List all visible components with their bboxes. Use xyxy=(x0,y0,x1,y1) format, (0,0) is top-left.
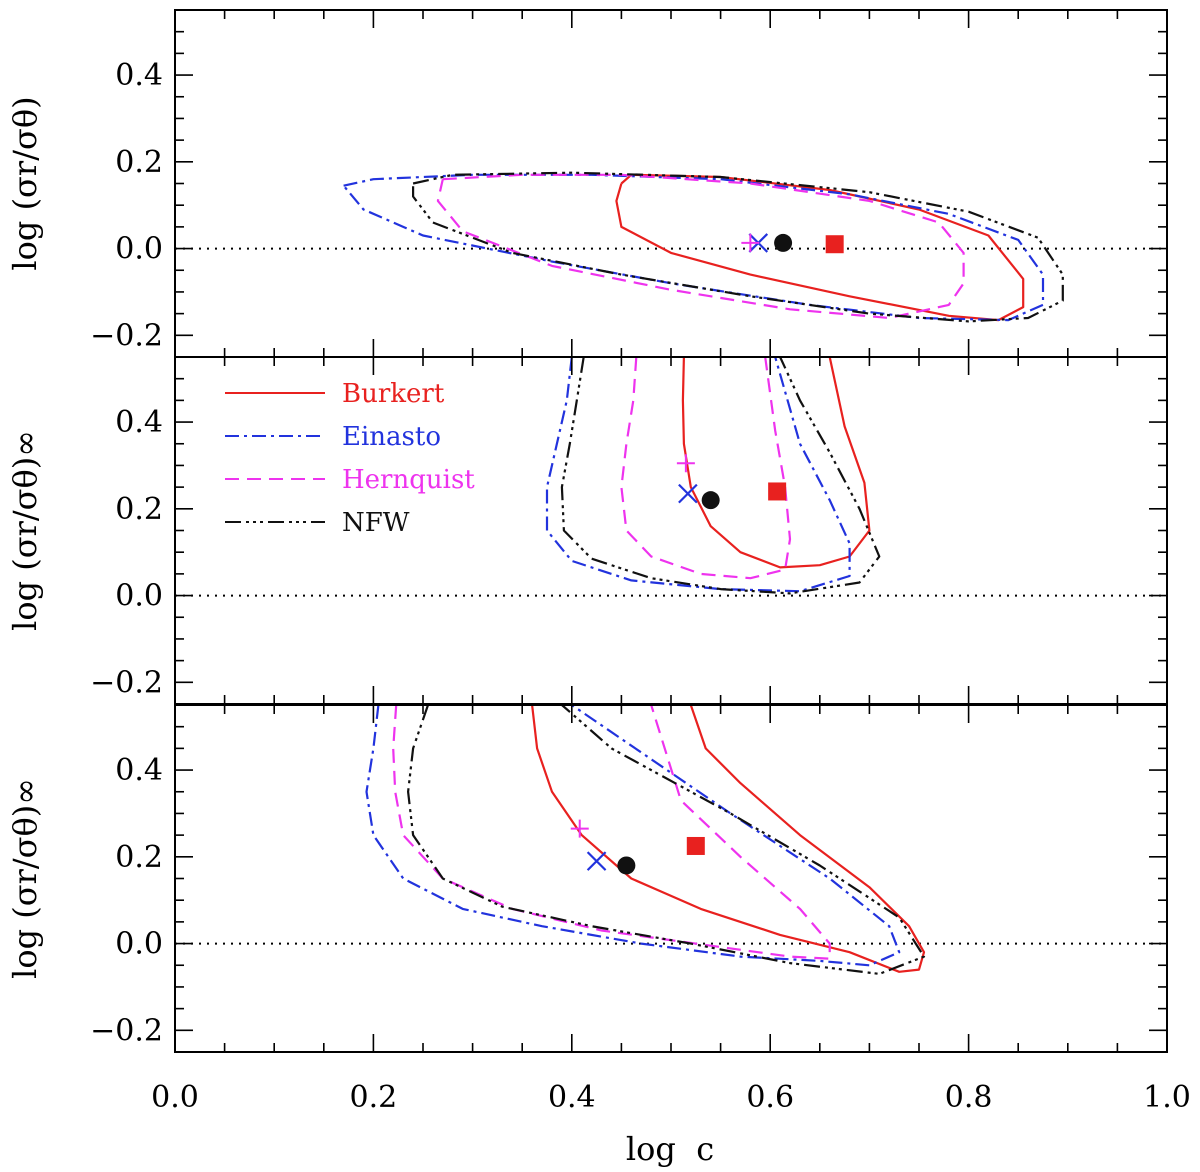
y-tick-label: 0.2 xyxy=(115,145,163,180)
contours xyxy=(365,705,926,976)
y-tick-label: 0.4 xyxy=(115,753,163,788)
y-tick-label: −0.2 xyxy=(90,665,163,700)
x-tick-label: 1.0 xyxy=(1143,1080,1191,1115)
marker-burkert-square xyxy=(686,836,705,855)
marker-nfw-circle xyxy=(774,233,793,252)
y-tick-label: 0.2 xyxy=(115,492,163,527)
y-axis-label: log (σr/σθ)∞ xyxy=(6,430,44,631)
panel-frame xyxy=(174,704,1168,1053)
contour-einasto xyxy=(545,357,851,593)
x-tick-label: 0.8 xyxy=(945,1080,993,1115)
x-tick-label: 0.2 xyxy=(350,1080,398,1115)
y-tick-label: −0.2 xyxy=(90,318,163,353)
marker-einasto-cross xyxy=(678,483,698,504)
legend-label-nfw: NFW xyxy=(342,508,410,538)
marker-hernquist-plus xyxy=(741,233,760,252)
panel-frame xyxy=(174,9,1168,358)
contours xyxy=(342,171,1064,323)
contour-nfw xyxy=(412,171,1064,323)
legend-label-einasto: Einasto xyxy=(342,422,441,452)
panel-1: −0.2 0.0 0.2 0.4 log (σr/σθ) xyxy=(6,9,1168,358)
y-tick-label: 0.0 xyxy=(115,579,163,614)
panels-layer: −0.2 0.0 0.2 0.4 log (σr/σθ) −0.2 0.0 0.2 0.4 log… xyxy=(6,9,1168,1053)
panel-3: −0.2 0.0 0.2 0.4 log (σr/σθ)∞ xyxy=(6,704,1168,1053)
x-axis-tick-labels: 0.0 0.2 0.4 0.6 0.8 1.0 xyxy=(151,1080,1191,1115)
contours xyxy=(545,357,881,595)
marker-hernquist-plus xyxy=(570,819,589,838)
contour-hernquist xyxy=(620,357,792,580)
contour-einasto xyxy=(342,173,1045,322)
panel-2: −0.2 0.0 0.2 0.4 log (σr/σθ)∞ xyxy=(6,356,1168,705)
contour-hernquist xyxy=(392,705,831,960)
marker-nfw-circle xyxy=(617,856,636,875)
marker-nfw-circle xyxy=(701,491,720,510)
y-tick-label: 0.4 xyxy=(115,405,163,440)
legend-label-hernquist: Hernquist xyxy=(342,465,475,495)
x-tick-label: 0.6 xyxy=(746,1080,794,1115)
legend: Burkert Einasto Hernquist NFW xyxy=(225,379,475,538)
marker-burkert-square xyxy=(825,235,844,254)
contour-burkert xyxy=(681,357,871,569)
legend-label-burkert: Burkert xyxy=(342,379,445,409)
marker-burkert-square xyxy=(768,482,787,501)
contour-burkert xyxy=(531,705,926,973)
y-tick-label: 0.4 xyxy=(115,58,163,93)
y-tick-label: −0.2 xyxy=(90,1013,163,1048)
contour-nfw xyxy=(407,705,926,976)
marker-hernquist-plus xyxy=(676,454,695,473)
x-axis-label: log c xyxy=(626,1130,714,1168)
y-tick-label: 0.2 xyxy=(115,840,163,875)
contour-burkert xyxy=(615,173,1025,322)
contour-nfw xyxy=(560,357,881,595)
y-axis-label: log (σr/σθ)∞ xyxy=(6,778,44,979)
panel-frame xyxy=(174,356,1168,705)
contour-einasto xyxy=(365,705,901,967)
y-tick-label: 0.0 xyxy=(115,232,163,267)
contour-hernquist xyxy=(436,173,965,320)
marker-einasto-cross xyxy=(586,851,607,871)
y-axis-label: log (σr/σθ) xyxy=(6,96,44,270)
x-tick-label: 0.4 xyxy=(548,1080,596,1115)
y-tick-label: 0.0 xyxy=(115,927,163,962)
x-tick-label: 0.0 xyxy=(151,1080,199,1115)
